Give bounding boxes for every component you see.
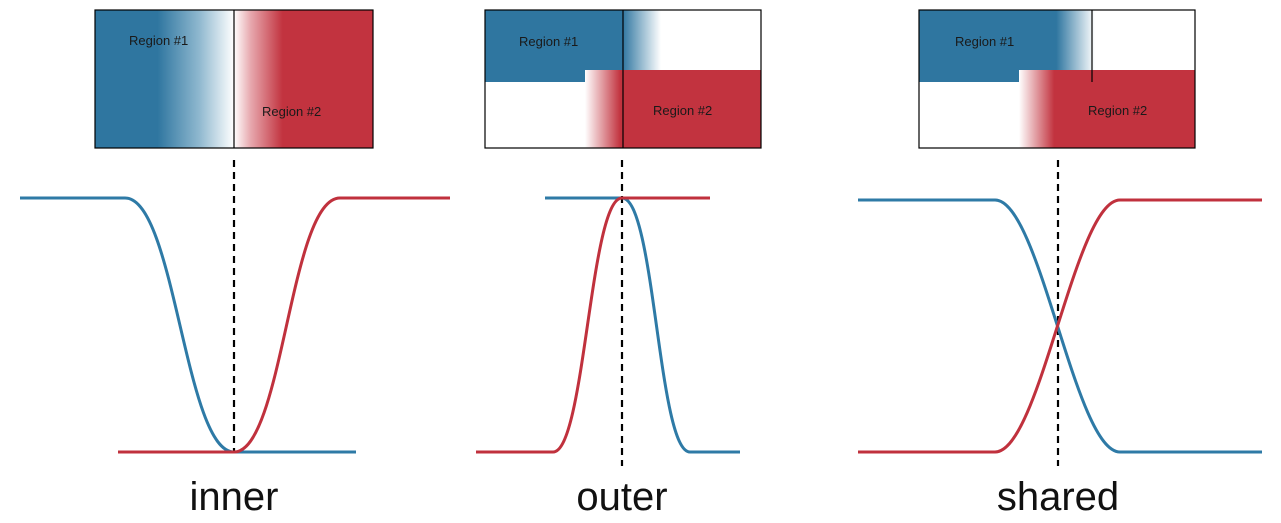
panel-shared: Region #1 Region #2 shared	[858, 9, 1262, 519]
region2-weight-curve	[118, 196, 450, 454]
region2-weight-curve	[476, 196, 710, 454]
region2-fill	[585, 70, 761, 148]
region2-label: Region #2	[262, 104, 321, 119]
region1-fill	[95, 10, 234, 148]
region1-weight-curve	[545, 196, 740, 454]
panel-caption: outer	[576, 475, 667, 519]
region-box-border	[918, 9, 1196, 149]
panel-caption: inner	[190, 475, 279, 519]
region-box-shared: Region #1 Region #2	[918, 9, 1196, 149]
panel-inner: Region #1 Region #2 inner	[20, 9, 450, 519]
panel-caption: shared	[997, 475, 1119, 519]
region-box-outer: Region #1 Region #2	[484, 9, 762, 149]
region2-weight-curve	[858, 198, 1262, 454]
region-box-inner: Region #1 Region #2	[94, 9, 374, 149]
region1-weight-curve	[20, 196, 356, 454]
region2-fill	[1019, 70, 1195, 148]
region2-label: Region #2	[653, 103, 712, 118]
region2-fill	[234, 10, 373, 148]
region1-weight-curve	[858, 198, 1262, 454]
region1-label: Region #1	[955, 34, 1014, 49]
region2-label: Region #2	[1088, 103, 1147, 118]
region1-label: Region #1	[519, 34, 578, 49]
region1-label: Region #1	[129, 33, 188, 48]
panel-outer: Region #1 Region #2 outer	[476, 9, 762, 519]
